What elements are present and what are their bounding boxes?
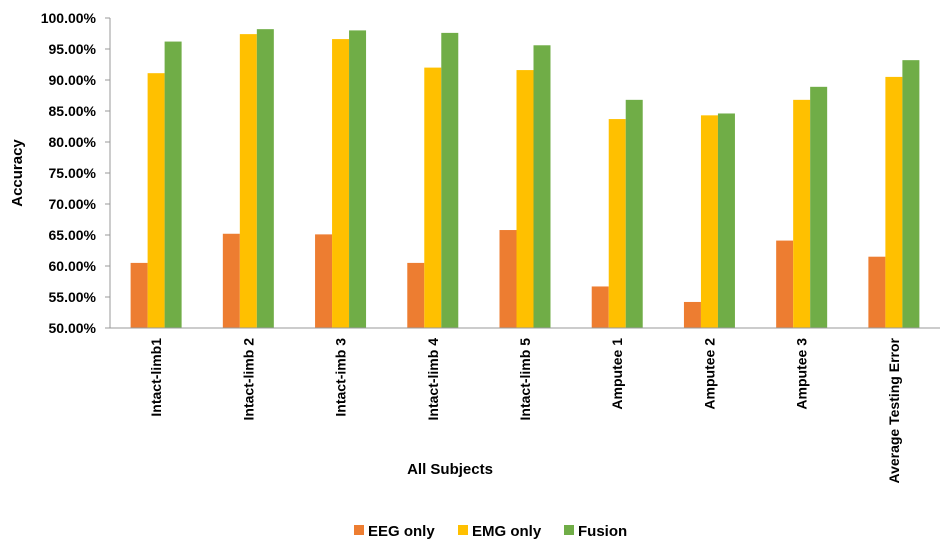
bar [256, 29, 274, 328]
x-tick-label: Intact-limb 2 [240, 338, 256, 421]
x-tick-label: Amputee 1 [609, 338, 625, 410]
bar [164, 41, 182, 329]
bar [776, 240, 794, 328]
bar [868, 256, 886, 328]
bar [717, 113, 735, 328]
bar [130, 262, 148, 328]
bar [239, 34, 257, 329]
bar [147, 73, 165, 329]
bar [625, 99, 643, 328]
y-tick-label: 80.00% [49, 134, 97, 150]
bar [683, 301, 701, 328]
y-tick-label: 75.00% [49, 165, 97, 181]
bar [441, 32, 459, 328]
legend-swatch [564, 525, 574, 535]
x-tick-label: Amputee 3 [794, 338, 810, 410]
bar [902, 60, 920, 328]
x-tick-label: Amputee 2 [701, 338, 717, 410]
bar [222, 233, 240, 328]
y-tick-label: 50.00% [49, 320, 97, 336]
legend-label: EMG only [472, 523, 542, 540]
bars-layer [130, 29, 920, 329]
y-tick-label: 90.00% [49, 72, 97, 88]
x-axis-title: All Subjects [407, 461, 493, 478]
y-tick-label: 100.00% [41, 10, 97, 26]
bar [332, 39, 350, 328]
y-axis-title: Accuracy [9, 139, 26, 207]
bar [516, 70, 534, 328]
bar [533, 45, 551, 328]
bar [608, 119, 626, 328]
y-tick-label: 70.00% [49, 196, 97, 212]
y-tick-label: 55.00% [49, 289, 97, 305]
bar [700, 115, 718, 328]
bar [424, 67, 442, 328]
bar [499, 230, 517, 328]
y-tick-labels: 50.00% 55.00% 60.00% 65.00% 70.00% 75.00% 80.0… [41, 10, 110, 336]
legend-label: Fusion [578, 523, 627, 540]
y-tick-label: 60.00% [49, 258, 97, 274]
x-tick-label: Average Testing Error [886, 337, 902, 483]
x-tick-label: Intact-imb 3 [333, 338, 349, 417]
legend: EEG only EMG only Fusion [354, 523, 627, 540]
legend-label: EEG only [368, 523, 435, 540]
bar [407, 262, 425, 328]
bar [793, 99, 811, 328]
bar [810, 86, 828, 328]
y-tick-label: 95.00% [49, 41, 97, 57]
bar [315, 234, 333, 328]
x-tick-label: Intact-limb1 [148, 338, 164, 417]
legend-swatch [354, 525, 364, 535]
bar [349, 30, 367, 329]
x-tick-label: Intact-limb 5 [517, 338, 533, 421]
x-tick-label: Intact-limb 4 [425, 338, 441, 421]
y-tick-label: 65.00% [49, 227, 97, 243]
legend-swatch [458, 525, 468, 535]
bar [591, 286, 609, 328]
bar [885, 76, 903, 329]
x-tick-labels: Intact-limb1 Intact-limb 2 Intact-imb 3 Int… [148, 337, 902, 483]
y-tick-label: 85.00% [49, 103, 97, 119]
